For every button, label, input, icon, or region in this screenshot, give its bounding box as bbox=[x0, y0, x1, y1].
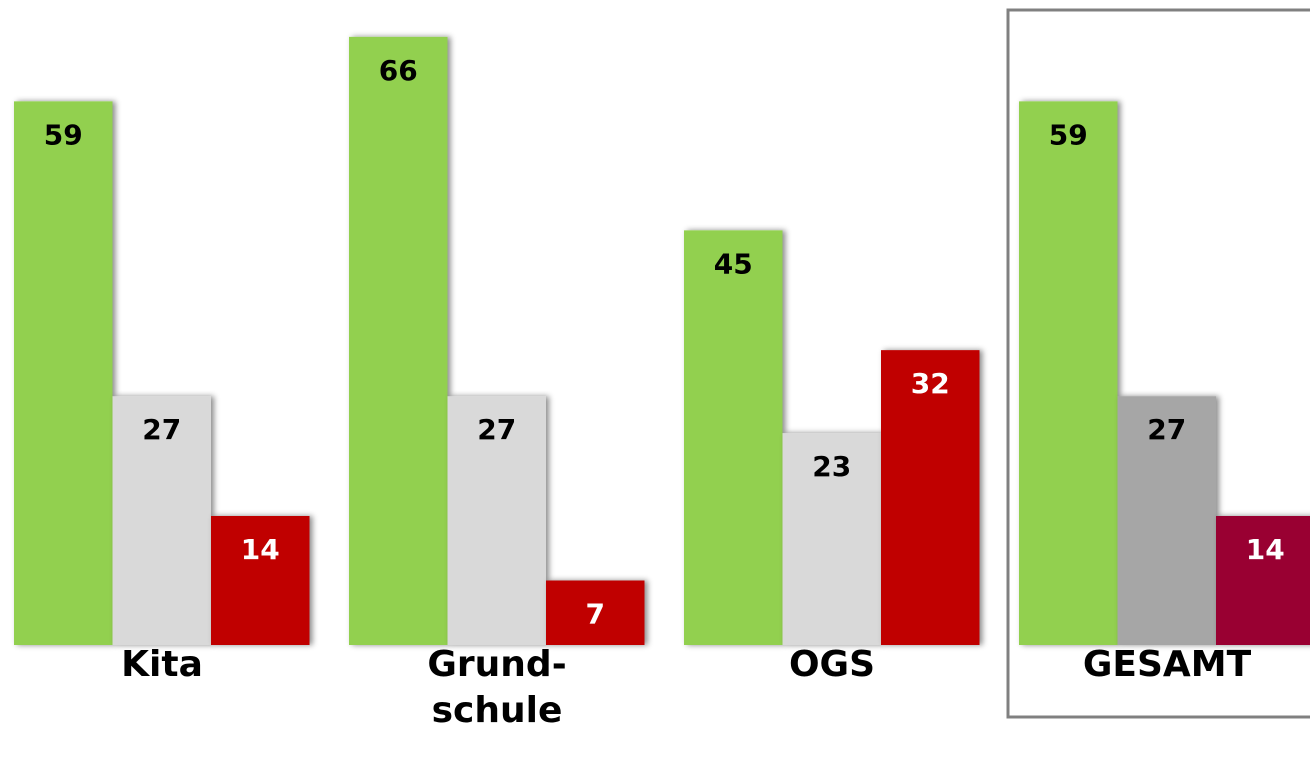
data-label: 66 bbox=[379, 54, 418, 87]
data-label: 27 bbox=[1147, 413, 1186, 446]
data-label: 14 bbox=[1246, 533, 1285, 566]
category-label: Grund- schule bbox=[427, 644, 567, 731]
highlight-box bbox=[1006, 8, 1310, 719]
data-label: 7 bbox=[586, 598, 605, 631]
bar bbox=[684, 230, 783, 645]
data-label: 27 bbox=[477, 413, 516, 446]
category-label: Kita bbox=[121, 644, 203, 685]
bar bbox=[211, 516, 310, 645]
bar bbox=[546, 580, 645, 645]
data-label: 32 bbox=[911, 367, 950, 400]
bar bbox=[881, 350, 980, 645]
bar bbox=[1216, 516, 1310, 645]
bar bbox=[1019, 101, 1118, 646]
bar bbox=[782, 433, 881, 645]
bar bbox=[112, 396, 211, 645]
data-label: 23 bbox=[812, 450, 851, 483]
category-label: OGS bbox=[788, 644, 876, 685]
data-label: 27 bbox=[142, 413, 181, 446]
bar bbox=[1117, 396, 1216, 645]
category-label: GESAMT bbox=[1082, 644, 1252, 685]
bar bbox=[14, 101, 113, 646]
data-label: 14 bbox=[241, 533, 280, 566]
data-label: 45 bbox=[714, 247, 753, 280]
bar bbox=[349, 36, 448, 646]
data-label: 59 bbox=[44, 118, 83, 151]
data-label: 59 bbox=[1049, 118, 1088, 151]
bar bbox=[447, 396, 546, 645]
